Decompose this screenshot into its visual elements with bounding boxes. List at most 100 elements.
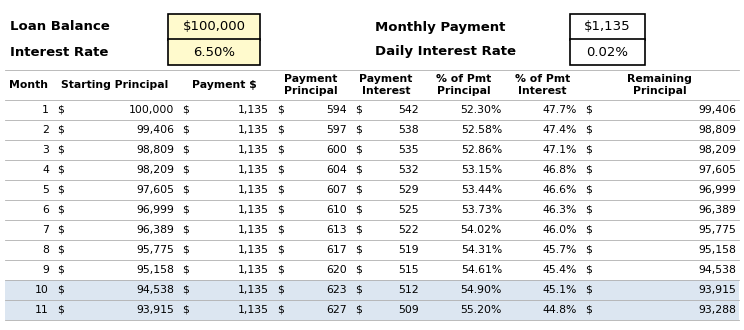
Bar <box>5 240 739 260</box>
Text: $: $ <box>182 245 189 255</box>
Text: 97,605: 97,605 <box>136 185 174 195</box>
Text: $: $ <box>57 265 64 275</box>
Text: 1,135: 1,135 <box>238 305 269 315</box>
Text: 96,389: 96,389 <box>698 205 736 215</box>
Text: 532: 532 <box>398 165 419 175</box>
Text: 99,406: 99,406 <box>698 105 736 115</box>
Text: $: $ <box>182 185 189 195</box>
Bar <box>5 160 739 180</box>
Text: $: $ <box>182 265 189 275</box>
Text: 6.50%: 6.50% <box>193 46 235 58</box>
Text: $: $ <box>585 185 592 195</box>
Text: 46.6%: 46.6% <box>542 185 577 195</box>
FancyBboxPatch shape <box>168 14 260 40</box>
Text: $: $ <box>277 165 284 175</box>
Text: 46.3%: 46.3% <box>542 205 577 215</box>
Text: 4: 4 <box>42 165 49 175</box>
Text: 54.31%: 54.31% <box>461 245 502 255</box>
Text: Month: Month <box>9 80 48 90</box>
Text: $: $ <box>277 145 284 155</box>
Text: $: $ <box>355 205 362 215</box>
Text: 600: 600 <box>326 145 347 155</box>
Text: 519: 519 <box>398 245 419 255</box>
Text: 529: 529 <box>398 185 419 195</box>
Text: $: $ <box>57 205 64 215</box>
Text: $: $ <box>355 105 362 115</box>
Text: $: $ <box>355 185 362 195</box>
Text: 8: 8 <box>42 245 49 255</box>
Text: 53.44%: 53.44% <box>461 185 502 195</box>
Text: $: $ <box>355 225 362 235</box>
Text: 9: 9 <box>42 265 49 275</box>
Text: $: $ <box>277 125 284 135</box>
Text: 11: 11 <box>35 305 49 315</box>
Bar <box>5 100 739 120</box>
Text: $: $ <box>585 245 592 255</box>
Text: $: $ <box>585 145 592 155</box>
Bar <box>5 280 739 300</box>
Text: 45.4%: 45.4% <box>542 265 577 275</box>
Text: $: $ <box>57 285 64 295</box>
Text: 47.4%: 47.4% <box>542 125 577 135</box>
Text: Loan Balance: Loan Balance <box>10 20 110 34</box>
Text: 1,135: 1,135 <box>238 265 269 275</box>
Text: 45.7%: 45.7% <box>542 245 577 255</box>
Text: $: $ <box>57 185 64 195</box>
Text: Payment $: Payment $ <box>192 80 257 90</box>
Text: 93,915: 93,915 <box>136 305 174 315</box>
Text: 96,999: 96,999 <box>698 185 736 195</box>
Text: % of Pmt
Principal: % of Pmt Principal <box>436 74 491 96</box>
Text: 607: 607 <box>327 185 347 195</box>
Text: 535: 535 <box>398 145 419 155</box>
Text: $: $ <box>355 285 362 295</box>
Bar <box>5 300 739 320</box>
Text: 98,209: 98,209 <box>698 145 736 155</box>
Text: 52.86%: 52.86% <box>461 145 502 155</box>
FancyBboxPatch shape <box>168 39 260 65</box>
Text: Monthly Payment: Monthly Payment <box>375 20 505 34</box>
Text: $: $ <box>57 165 64 175</box>
Text: 620: 620 <box>327 265 347 275</box>
Text: $: $ <box>182 165 189 175</box>
Text: 1,135: 1,135 <box>238 205 269 215</box>
Text: 5: 5 <box>42 185 49 195</box>
Text: 96,999: 96,999 <box>136 205 174 215</box>
Bar <box>5 260 739 280</box>
Text: $: $ <box>57 225 64 235</box>
Text: 1,135: 1,135 <box>238 245 269 255</box>
Text: $: $ <box>57 305 64 315</box>
Text: 1,135: 1,135 <box>238 285 269 295</box>
Text: $1,135: $1,135 <box>584 20 631 34</box>
Bar <box>5 200 739 220</box>
Text: 52.30%: 52.30% <box>461 105 502 115</box>
Text: $: $ <box>585 225 592 235</box>
Text: 1,135: 1,135 <box>238 125 269 135</box>
Text: $: $ <box>182 205 189 215</box>
Text: 47.1%: 47.1% <box>542 145 577 155</box>
Text: 93,288: 93,288 <box>698 305 736 315</box>
Text: 95,158: 95,158 <box>698 245 736 255</box>
Text: Daily Interest Rate: Daily Interest Rate <box>375 46 516 58</box>
Text: $: $ <box>277 105 284 115</box>
Bar <box>5 220 739 240</box>
Text: $100,000: $100,000 <box>182 20 246 34</box>
Bar <box>5 180 739 200</box>
Text: Interest Rate: Interest Rate <box>10 46 109 58</box>
Text: 1,135: 1,135 <box>238 145 269 155</box>
Text: $: $ <box>277 225 284 235</box>
Text: 93,915: 93,915 <box>698 285 736 295</box>
Text: 53.73%: 53.73% <box>461 205 502 215</box>
Text: $: $ <box>355 145 362 155</box>
Text: 98,809: 98,809 <box>136 145 174 155</box>
Text: $: $ <box>277 205 284 215</box>
Text: 98,809: 98,809 <box>698 125 736 135</box>
Text: 97,605: 97,605 <box>698 165 736 175</box>
Text: $: $ <box>277 245 284 255</box>
Text: $: $ <box>585 305 592 315</box>
Text: $: $ <box>57 145 64 155</box>
Text: 10: 10 <box>35 285 49 295</box>
Text: $: $ <box>585 165 592 175</box>
Text: Payment
Interest: Payment Interest <box>359 74 413 96</box>
Text: 627: 627 <box>327 305 347 315</box>
Text: 99,406: 99,406 <box>136 125 174 135</box>
